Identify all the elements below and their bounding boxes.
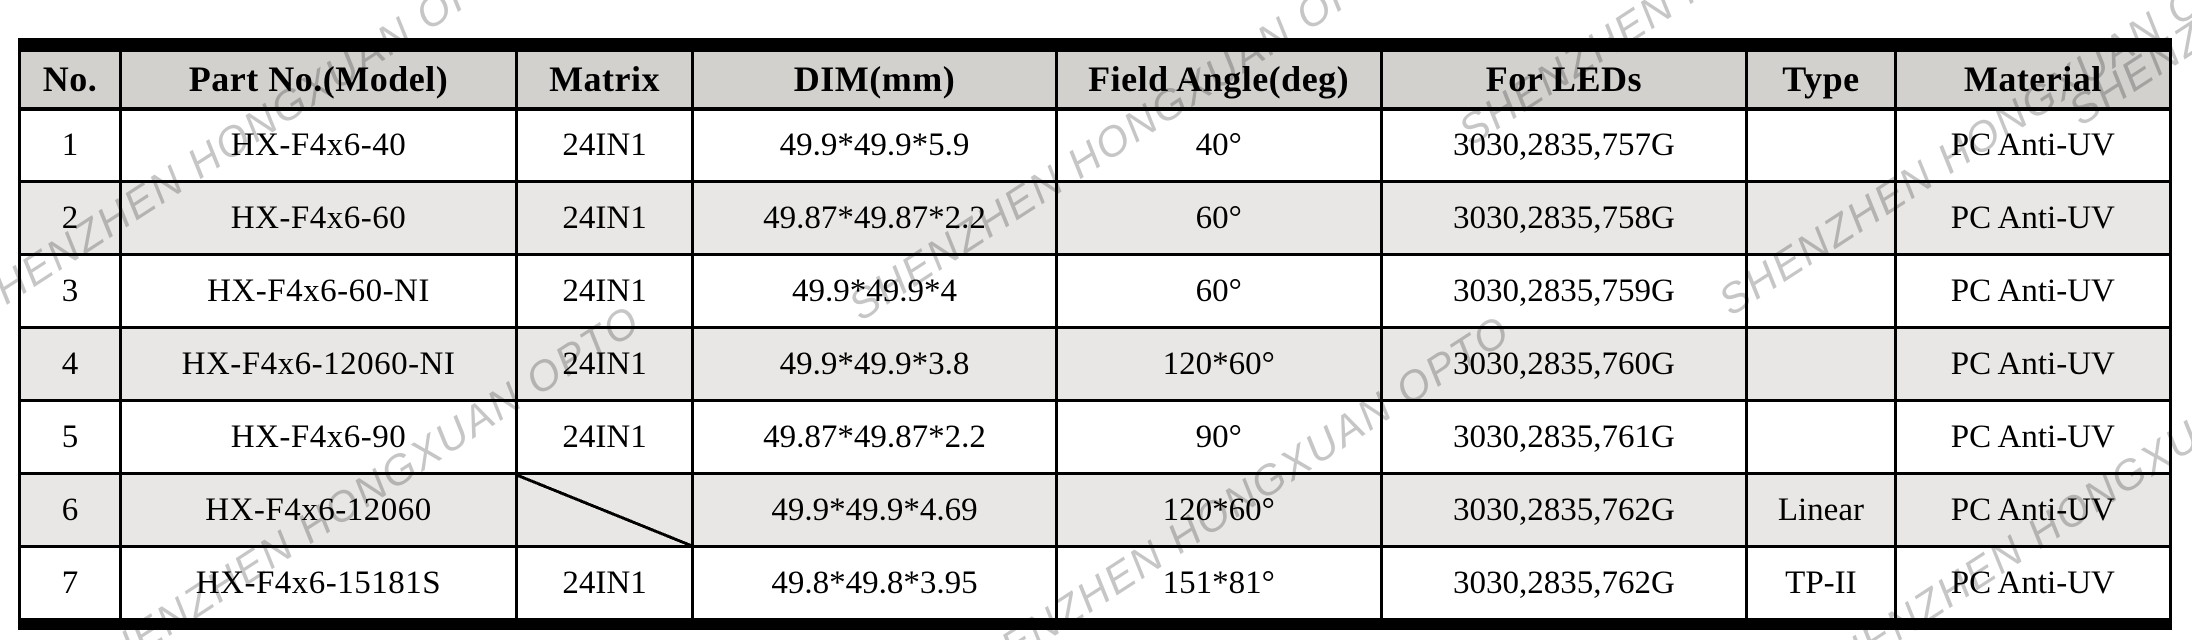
- cell-type: [1745, 399, 1897, 475]
- col-header-for-leds: For LEDs: [1379, 49, 1749, 111]
- table-body: 1 HX-F4x6-40 24IN1 49.9*49.9*5.9 40° 303…: [17, 107, 2173, 621]
- cell-for-leds: 3030,2835,762G: [1379, 545, 1749, 621]
- cell-part-no: HX-F4x6-40: [119, 107, 518, 183]
- header-row: No. Part No.(Model) Matrix DIM(mm) Field…: [17, 49, 2173, 111]
- cell-matrix: 24IN1: [514, 253, 695, 329]
- col-header-type: Type: [1745, 49, 1897, 111]
- cell-material: PC Anti-UV: [1893, 545, 2173, 621]
- cell-material: PC Anti-UV: [1893, 399, 2173, 475]
- cell-dim: 49.87*49.87*2.2: [691, 180, 1058, 256]
- cell-dim: 49.87*49.87*2.2: [691, 399, 1058, 475]
- cell-no: 4: [17, 326, 123, 402]
- cell-matrix-empty: [514, 472, 695, 548]
- cell-type: TP-II: [1745, 545, 1897, 621]
- table-header: No. Part No.(Model) Matrix DIM(mm) Field…: [17, 49, 2173, 111]
- cell-matrix: 24IN1: [514, 180, 695, 256]
- cell-no: 1: [17, 107, 123, 183]
- cell-part-no: HX-F4x6-60-NI: [119, 253, 518, 329]
- cell-field-angle: 120*60°: [1054, 472, 1383, 548]
- cell-matrix: 24IN1: [514, 326, 695, 402]
- cell-material: PC Anti-UV: [1893, 326, 2173, 402]
- cell-part-no: HX-F4x6-90: [119, 399, 518, 475]
- cell-type: Linear: [1745, 472, 1897, 548]
- cell-part-no: HX-F4x6-12060: [119, 472, 518, 548]
- cell-field-angle: 151*81°: [1054, 545, 1383, 621]
- col-header-no: No.: [17, 49, 123, 111]
- cell-part-no: HX-F4x6-12060-NI: [119, 326, 518, 402]
- col-header-field-angle: Field Angle(deg): [1054, 49, 1383, 111]
- cell-material: PC Anti-UV: [1893, 107, 2173, 183]
- cell-type: [1745, 180, 1897, 256]
- col-header-part-no: Part No.(Model): [119, 49, 518, 111]
- table-row: 2 HX-F4x6-60 24IN1 49.87*49.87*2.2 60° 3…: [17, 180, 2173, 256]
- col-header-matrix: Matrix: [514, 49, 695, 111]
- cell-for-leds: 3030,2835,759G: [1379, 253, 1749, 329]
- cell-type: [1745, 107, 1897, 183]
- table-row: 6 HX-F4x6-12060 49.9*49.9*4.69 120*60° 3…: [17, 472, 2173, 548]
- cell-material: PC Anti-UV: [1893, 253, 2173, 329]
- cell-matrix: 24IN1: [514, 545, 695, 621]
- cell-type: [1745, 326, 1897, 402]
- cell-field-angle: 60°: [1054, 253, 1383, 329]
- spec-table: No. Part No.(Model) Matrix DIM(mm) Field…: [17, 49, 2173, 621]
- cell-for-leds: 3030,2835,762G: [1379, 472, 1749, 548]
- cell-no: 6: [17, 472, 123, 548]
- cell-no: 2: [17, 180, 123, 256]
- cell-no: 7: [17, 545, 123, 621]
- table-row: 1 HX-F4x6-40 24IN1 49.9*49.9*5.9 40° 303…: [17, 107, 2173, 183]
- cell-field-angle: 90°: [1054, 399, 1383, 475]
- cell-dim: 49.9*49.9*3.8: [691, 326, 1058, 402]
- cell-for-leds: 3030,2835,757G: [1379, 107, 1749, 183]
- cell-type: [1745, 253, 1897, 329]
- cell-matrix: 24IN1: [514, 399, 695, 475]
- cell-for-leds: 3030,2835,758G: [1379, 180, 1749, 256]
- cell-part-no: HX-F4x6-60: [119, 180, 518, 256]
- cell-no: 5: [17, 399, 123, 475]
- cell-dim: 49.9*49.9*4: [691, 253, 1058, 329]
- diagonal-slash-line: [519, 476, 690, 544]
- cell-field-angle: 40°: [1054, 107, 1383, 183]
- cell-dim: 49.9*49.9*4.69: [691, 472, 1058, 548]
- cell-field-angle: 120*60°: [1054, 326, 1383, 402]
- col-header-material: Material: [1893, 49, 2173, 111]
- cell-field-angle: 60°: [1054, 180, 1383, 256]
- cell-dim: 49.9*49.9*5.9: [691, 107, 1058, 183]
- cell-for-leds: 3030,2835,760G: [1379, 326, 1749, 402]
- cell-material: PC Anti-UV: [1893, 180, 2173, 256]
- cell-material: PC Anti-UV: [1893, 472, 2173, 548]
- table-row: 3 HX-F4x6-60-NI 24IN1 49.9*49.9*4 60° 30…: [17, 253, 2173, 329]
- cell-no: 3: [17, 253, 123, 329]
- col-header-dim: DIM(mm): [691, 49, 1058, 111]
- cell-part-no: HX-F4x6-15181S: [119, 545, 518, 621]
- cell-matrix: 24IN1: [514, 107, 695, 183]
- lens-spec-table: No. Part No.(Model) Matrix DIM(mm) Field…: [17, 38, 2173, 630]
- table-row: 4 HX-F4x6-12060-NI 24IN1 49.9*49.9*3.8 1…: [17, 326, 2173, 402]
- table-row: 5 HX-F4x6-90 24IN1 49.87*49.87*2.2 90° 3…: [17, 399, 2173, 475]
- cell-dim: 49.8*49.8*3.95: [691, 545, 1058, 621]
- cell-for-leds: 3030,2835,761G: [1379, 399, 1749, 475]
- table-row: 7 HX-F4x6-15181S 24IN1 49.8*49.8*3.95 15…: [17, 545, 2173, 621]
